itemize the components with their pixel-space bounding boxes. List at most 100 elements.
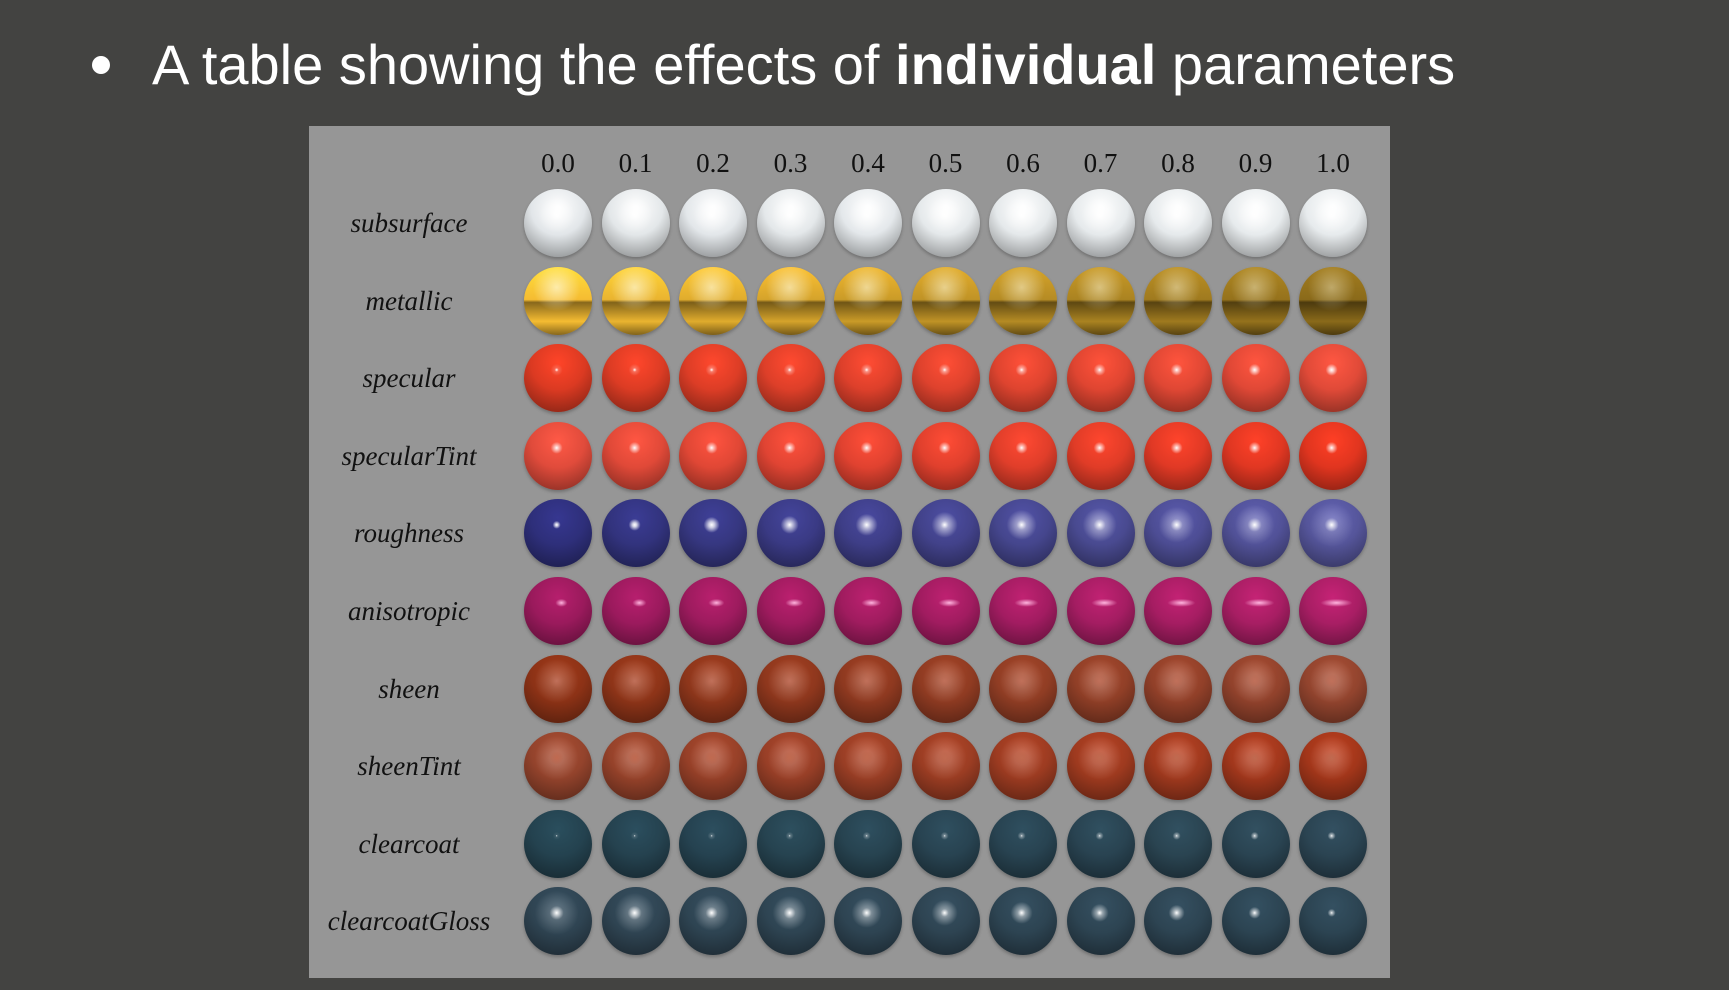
material-sphere xyxy=(756,499,825,568)
column-label: 0.8 xyxy=(1161,148,1195,178)
material-sphere xyxy=(679,732,747,801)
material-sphere xyxy=(756,189,825,257)
column-label: 0.4 xyxy=(851,148,885,178)
material-sphere xyxy=(756,344,825,413)
material-sphere xyxy=(911,499,980,568)
row-label: clearcoat xyxy=(358,828,460,859)
material-sphere xyxy=(1221,887,1290,956)
material-sphere xyxy=(911,809,980,878)
material-sphere xyxy=(1299,809,1367,878)
material-sphere xyxy=(756,577,825,645)
material-sphere xyxy=(601,654,670,723)
row-label: sheen xyxy=(378,673,440,704)
material-sphere xyxy=(601,189,670,257)
material-sphere xyxy=(756,887,825,956)
material-sphere xyxy=(911,266,980,335)
column-label: 0.2 xyxy=(696,148,730,178)
material-sphere xyxy=(1299,577,1367,645)
material-sphere xyxy=(524,887,592,956)
material-sphere xyxy=(834,887,902,956)
material-sphere xyxy=(911,577,980,645)
material-sphere xyxy=(834,732,902,801)
material-sphere xyxy=(1299,189,1367,257)
material-sphere xyxy=(989,654,1057,723)
material-sphere xyxy=(1299,887,1367,956)
material-sphere xyxy=(989,577,1057,645)
material-sphere xyxy=(756,421,825,490)
material-sphere xyxy=(756,654,825,723)
material-sphere xyxy=(834,344,902,413)
material-sphere xyxy=(1299,266,1367,335)
material-sphere xyxy=(834,809,902,878)
material-sphere xyxy=(601,577,670,645)
material-sphere xyxy=(756,809,825,878)
material-sphere xyxy=(601,266,670,335)
row-label: roughness xyxy=(353,518,464,549)
material-sphere xyxy=(524,189,592,257)
material-sphere xyxy=(1299,732,1367,801)
material-sphere xyxy=(834,654,902,723)
material-sphere xyxy=(524,266,592,335)
material-sphere xyxy=(601,887,670,956)
parameter-table-image: 0.0 0.1 0.2 0.3 0.4 0.5 0.6 0.7 0.8 0.9 1.0 subsurf… xyxy=(309,126,1390,978)
material-sphere xyxy=(834,266,902,335)
material-sphere xyxy=(679,344,747,413)
material-sphere xyxy=(1066,577,1135,645)
material-sphere xyxy=(679,809,747,878)
row-label: metallic xyxy=(365,285,453,316)
column-label: 0.3 xyxy=(773,148,808,178)
material-sphere xyxy=(679,266,747,335)
material-sphere xyxy=(1144,577,1212,645)
material-sphere xyxy=(679,887,747,956)
material-sphere xyxy=(1221,577,1290,645)
material-sphere xyxy=(524,577,592,645)
material-sphere xyxy=(1066,732,1135,801)
material-sphere xyxy=(1066,499,1135,568)
material-sphere xyxy=(601,499,670,568)
material-sphere xyxy=(989,421,1057,490)
material-sphere xyxy=(1066,809,1135,878)
row-label: specular xyxy=(362,363,456,394)
material-sphere xyxy=(989,732,1057,801)
material-sphere xyxy=(1221,499,1290,568)
column-label: 0.5 xyxy=(928,148,963,178)
material-sphere xyxy=(1144,654,1212,723)
material-sphere xyxy=(834,499,902,568)
material-sphere xyxy=(1221,809,1290,878)
material-sphere xyxy=(524,809,592,878)
material-sphere xyxy=(911,189,980,257)
material-sphere xyxy=(1066,654,1135,723)
material-sphere xyxy=(1066,344,1135,413)
material-sphere xyxy=(601,809,670,878)
row-label: sheenTint xyxy=(357,751,461,782)
slide-bullet: A table showing the effects of individua… xyxy=(92,24,1455,104)
material-sphere xyxy=(989,189,1057,257)
material-sphere xyxy=(834,421,902,490)
column-label: 1.0 xyxy=(1316,148,1350,178)
material-sphere xyxy=(1299,499,1367,568)
material-sphere xyxy=(524,732,592,801)
material-sphere xyxy=(834,577,902,645)
material-sphere xyxy=(679,421,747,490)
column-label: 0.1 xyxy=(618,148,653,178)
row-label: anisotropic xyxy=(347,596,470,626)
material-sphere xyxy=(601,344,670,413)
material-sphere xyxy=(1221,732,1290,801)
material-sphere xyxy=(524,421,592,490)
material-sphere xyxy=(679,577,747,645)
material-sphere xyxy=(756,266,825,335)
column-label: 0.6 xyxy=(1006,148,1040,178)
material-sphere xyxy=(756,732,825,801)
material-sphere xyxy=(601,421,670,490)
material-sphere xyxy=(989,499,1057,568)
material-sphere xyxy=(524,654,592,723)
material-sphere xyxy=(1299,421,1367,490)
material-sphere xyxy=(1144,809,1212,878)
material-sphere xyxy=(1144,344,1212,413)
material-sphere xyxy=(989,344,1057,413)
material-sphere xyxy=(1066,421,1135,490)
material-sphere xyxy=(524,499,592,568)
material-sphere xyxy=(679,654,747,723)
material-sphere xyxy=(1144,732,1212,801)
row-label: specularTint xyxy=(341,440,477,471)
